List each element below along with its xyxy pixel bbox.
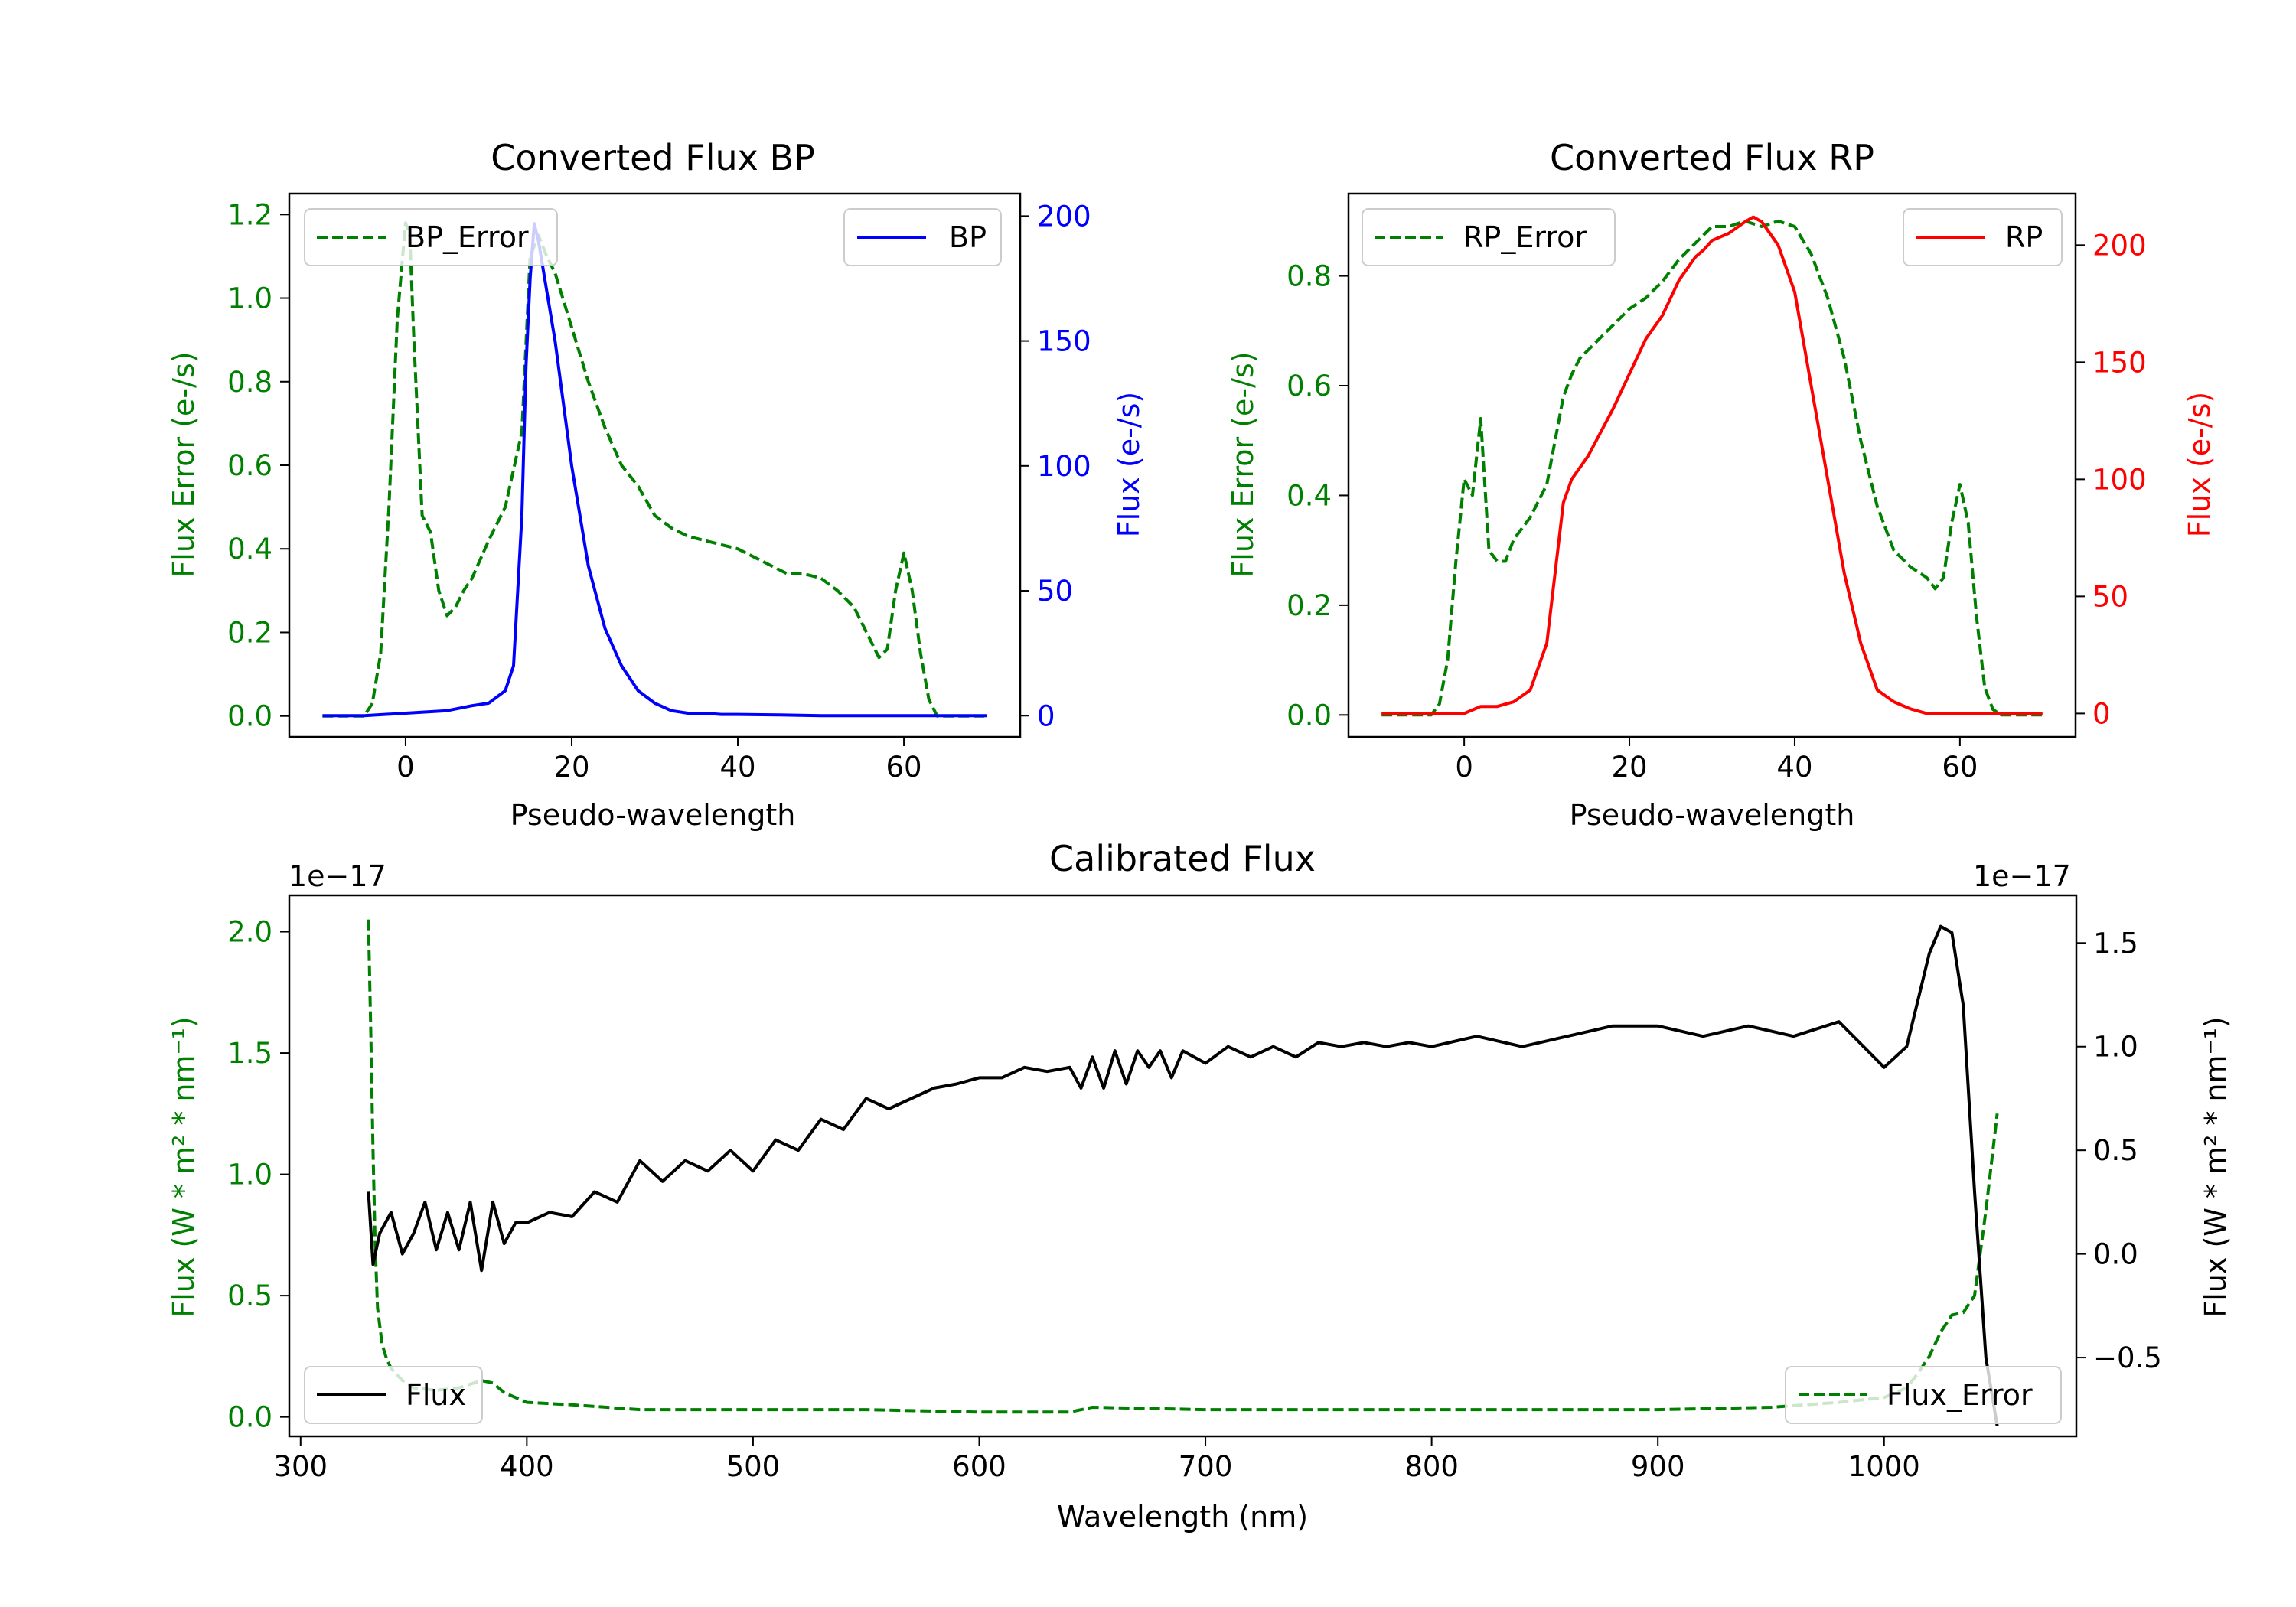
x-axis-label: Wavelength (nm) [1057, 1500, 1308, 1534]
series-line-flux-error [367, 919, 1999, 1414]
x-tick-label: 1000 [1848, 1450, 1920, 1483]
x-axis-label: Pseudo-wavelength [1570, 798, 1855, 832]
x-tick-label: 20 [553, 751, 589, 784]
legend-label-bp-error: BP_Error [406, 220, 529, 254]
x-tick-label: 900 [1631, 1450, 1685, 1483]
legend-right: BP [843, 208, 1002, 266]
axes-frame [288, 894, 2078, 1438]
right-axis-label: Flux (e-/s) [1112, 392, 1146, 537]
series-line-flux [367, 924, 1999, 1426]
x-tick-label: 600 [952, 1450, 1006, 1483]
right-y-tick-label: 100 [1037, 450, 1091, 483]
right-y-tick-label: 200 [2092, 229, 2147, 262]
legend-left: BP_Error [304, 208, 558, 266]
legend-box [1362, 208, 1616, 266]
series-line-rp [1381, 215, 2043, 715]
right-y-tick-label: 0 [2092, 697, 2111, 730]
left-y-tick-label: 1.0 [227, 1159, 272, 1191]
plot-area: 0 20 40 60 0.0 0.2 0.4 0.6 0.8 1.0 1.2 0 50 100 150 200 [227, 192, 1091, 784]
right-y-tick-label: 0 [1037, 699, 1055, 732]
left-y-tick-label: 0.8 [227, 366, 272, 399]
chart-title: Converted Flux BP [491, 137, 815, 178]
plot-area: 300 400 500 600 700 800 900 1000 0.0 0.5 1.0 1.5 2.0… [227, 894, 2162, 1483]
legend-box [304, 1366, 483, 1424]
x-tick-label: 400 [500, 1450, 554, 1483]
series-line-rp-error [1381, 219, 2043, 717]
left-y-tick-label: 0.0 [227, 700, 272, 733]
left-axis-label: Flux Error (e-/s) [1226, 351, 1260, 577]
left-y-tick-label: 1.2 [227, 198, 272, 231]
left-y-tick-label: 1.5 [227, 1037, 272, 1070]
left-y-tick-label: 0.0 [227, 1401, 272, 1434]
legend-label-bp: BP [949, 220, 987, 254]
right-y-tick-label: 0.5 [2093, 1134, 2138, 1167]
left-y-tick-label: 0.2 [227, 616, 272, 649]
chart-converted-flux-bp: Converted Flux BP Pseudo-wavelength Flux… [167, 137, 1146, 832]
right-offset-text: 1e−17 [1973, 859, 2071, 893]
x-axis-label: Pseudo-wavelength [510, 798, 796, 832]
legend-label-rp: RP [2005, 220, 2043, 254]
left-y-tick-label: 0.6 [1287, 370, 1332, 403]
left-y-tick-label: 0.4 [227, 533, 272, 566]
x-tick-label: 0 [1455, 751, 1473, 784]
legend-left: Flux [304, 1366, 483, 1424]
left-offset-text: 1e−17 [289, 859, 386, 893]
x-tick-label: 700 [1179, 1450, 1233, 1483]
right-y-tick-label: −0.5 [2093, 1341, 2162, 1374]
right-y-tick-label: 1.0 [2093, 1031, 2138, 1064]
right-y-tick-label: 50 [1037, 575, 1073, 608]
x-tick-label: 60 [886, 751, 922, 784]
legend-right: RP [1903, 208, 2063, 266]
right-axis-label: Flux (W * m² * nm⁻¹) [2199, 1016, 2232, 1317]
x-tick-label: 60 [1942, 751, 1978, 784]
legend-box [304, 208, 558, 266]
axes-frame [1347, 192, 2077, 738]
x-tick-label: 800 [1404, 1450, 1459, 1483]
chart-title: Calibrated Flux [1049, 838, 1316, 879]
left-y-tick-label: 0.5 [227, 1279, 272, 1312]
x-tick-label: 500 [726, 1450, 781, 1483]
right-y-tick-label: 100 [2092, 463, 2147, 496]
chart-calibrated-flux: Calibrated Flux Wavelength (nm) 1e−17 1e… [167, 838, 2232, 1534]
legend-label-flux: Flux [406, 1378, 466, 1412]
left-y-tick-label: 0.8 [1287, 260, 1332, 293]
right-y-tick-label: 150 [1037, 325, 1091, 358]
right-y-tick-label: 0.0 [2093, 1238, 2138, 1271]
right-y-tick-label: 200 [1037, 200, 1091, 233]
x-tick-label: 40 [719, 751, 755, 784]
x-tick-label: 40 [1776, 751, 1812, 784]
legend-label-rp-error: RP_Error [1463, 220, 1587, 254]
left-y-tick-label: 2.0 [227, 916, 272, 949]
left-y-tick-label: 0.6 [227, 449, 272, 482]
series-line-bp-error [322, 221, 987, 718]
right-y-tick-label: 50 [2092, 580, 2128, 613]
legend-box [1785, 1366, 2062, 1424]
left-axis-label: Flux (W * m² * nm⁻¹) [167, 1016, 201, 1317]
legend-label-flux-error: Flux_Error [1887, 1378, 2033, 1412]
series-line-bp [322, 222, 987, 718]
right-y-tick-label: 1.5 [2093, 927, 2138, 960]
legend-right: Flux_Error [1785, 1366, 2062, 1424]
left-y-tick-label: 0.4 [1287, 479, 1332, 512]
right-axis-label: Flux (e-/s) [2183, 392, 2216, 537]
legend-left: RP_Error [1362, 208, 1616, 266]
left-y-tick-label: 0.0 [1287, 699, 1332, 732]
left-y-tick-label: 1.0 [227, 282, 272, 315]
left-axis-label: Flux Error (e-/s) [167, 351, 201, 577]
right-y-tick-label: 150 [2092, 346, 2147, 379]
left-y-tick-label: 0.2 [1287, 589, 1332, 622]
x-tick-label: 20 [1611, 751, 1647, 784]
x-tick-label: 0 [396, 751, 415, 784]
x-tick-label: 300 [273, 1450, 328, 1483]
plot-area: 0 20 40 60 0.0 0.2 0.4 0.6 0.8 0 50 100 150 200 [1287, 192, 2147, 784]
chart-title: Converted Flux RP [1550, 137, 1874, 178]
chart-converted-flux-rp: Converted Flux RP Pseudo-wavelength Flux… [1226, 137, 2216, 832]
